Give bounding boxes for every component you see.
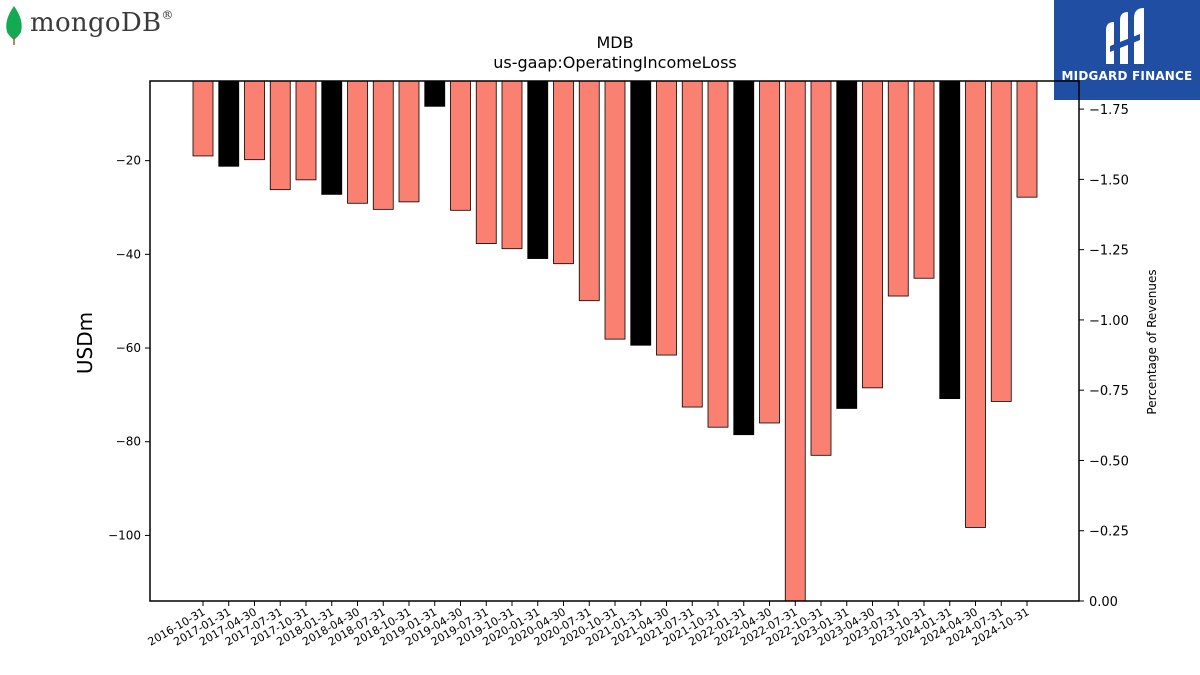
bar-2019-10-31 [501,80,523,250]
bar-2023-10-31 [913,80,935,279]
y-right-tick-label-7: 0.00 [1089,595,1118,610]
bar-2018-10-31 [398,80,420,203]
y-right-tick-label-2: −1.25 [1089,244,1129,259]
y-tick-label--60: −60 [116,341,141,355]
bar-2024-01-31 [939,80,961,400]
y-axis-label: USDm [73,312,97,374]
bar-2022-10-31 [810,80,832,456]
bar-2021-07-31 [681,80,703,408]
bar-2022-07-31 [784,80,806,602]
bar-2024-10-31 [1016,80,1038,198]
bar-2018-04-30 [347,80,368,204]
bar-2021-04-30 [656,80,677,356]
bar-2021-10-31 [707,80,729,428]
bar-2020-07-31 [578,80,600,302]
y-tick-label--20: −20 [116,154,141,168]
bars-group [192,80,1038,602]
bar-2022-04-30 [759,80,780,424]
y-axis-right: −1.75 −1.50 −1.25 −1.00 −0.75 −0.50 −0.25 0.00 [1079,103,1129,610]
y-tick-label--40: −40 [116,247,141,261]
y-right-tick-label-6: −0.25 [1089,525,1129,540]
midgard-finance-logo-text: MIDGARD FINANCE [1061,69,1193,83]
y-right-tick-label-1: −1.50 [1089,173,1129,188]
midgard-mark-icon [1106,8,1144,64]
bar-2017-07-31 [269,80,291,191]
bar-2023-07-31 [887,80,909,297]
bar-2018-07-31 [372,80,394,210]
y-axis-right-label: Percentage of Revenues [1145,269,1159,414]
bar-2020-01-31 [527,80,549,259]
bar-2018-01-31 [321,80,343,195]
bar-2024-04-30 [965,80,986,528]
x-axis: 2016-10-312017-01-312017-04-302017-07-31… [146,601,1032,649]
bar-2023-04-30 [862,80,883,389]
bar-2019-04-30 [450,80,471,211]
bar-2016-10-31 [192,80,214,157]
y-axis-left: −20 −40 −60 −80 −100 [108,154,150,542]
y-right-tick-label-0: −1.75 [1089,103,1129,118]
bar-2019-07-31 [475,80,497,244]
y-tick-label--80: −80 [116,435,141,449]
midgard-finance-logo: MIDGARD FINANCE [1054,0,1200,100]
y-right-tick-label-4: −0.75 [1089,384,1129,399]
bar-2017-10-31 [295,80,317,181]
bar-2024-07-31 [990,80,1012,402]
bar-2017-04-30 [244,80,265,161]
chart-subtitle: us-gaap:OperatingIncomeLoss [493,53,737,72]
bar-2017-01-31 [218,80,240,167]
y-right-tick-label-5: −0.50 [1089,454,1129,469]
mongodb-logo-text: mongoDB® [30,8,174,38]
bar-2023-01-31 [836,80,858,409]
bar-2020-04-30 [553,80,574,265]
bar-2022-01-31 [733,80,755,436]
chart-title: MDB [596,33,633,52]
bar-2020-10-31 [604,80,626,340]
y-tick-label--100: −100 [108,528,141,542]
mongodb-logo: mongoDB® [4,6,174,46]
leaf-icon [6,6,22,45]
y-right-tick-label-3: −1.00 [1089,314,1129,329]
bar-2021-01-31 [630,80,652,346]
bar-2019-01-31 [424,80,446,107]
